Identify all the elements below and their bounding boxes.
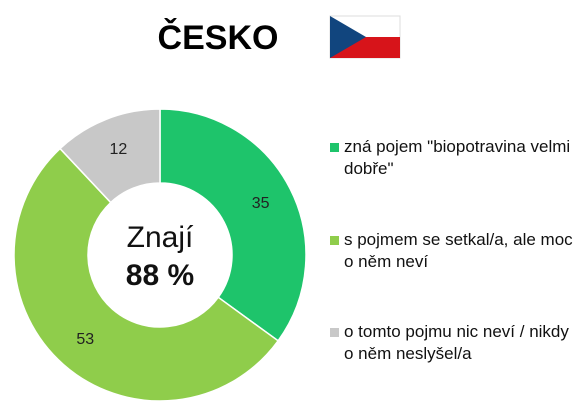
data-label: 53	[76, 331, 94, 348]
legend-label: s pojmem se setkal/a, ale moc o něm neví	[344, 230, 573, 271]
legend-label: o tomto pojmu nic neví / nikdy o něm nes…	[344, 322, 569, 363]
donut-segment	[58, 108, 161, 204]
legend-swatch	[330, 328, 339, 337]
data-label: 35	[252, 195, 270, 212]
data-label: 12	[110, 141, 128, 158]
center-value: 88 %	[126, 259, 194, 292]
legend-swatch	[330, 236, 339, 245]
donut-segment	[159, 108, 307, 342]
legend-label: zná pojem "biopotravina velmi dobře"	[344, 137, 571, 178]
flag	[329, 15, 401, 59]
chart-title: ČESKO	[158, 18, 279, 57]
legend-swatch	[330, 143, 339, 152]
legend-item: o tomto pojmu nic neví / nikdy o něm nes…	[330, 321, 580, 365]
legend-item: zná pojem "biopotravina velmi dobře"	[330, 136, 580, 180]
legend-item: s pojmem se setkal/a, ale moc o něm neví	[330, 229, 580, 273]
center-label: Znají	[127, 221, 194, 254]
